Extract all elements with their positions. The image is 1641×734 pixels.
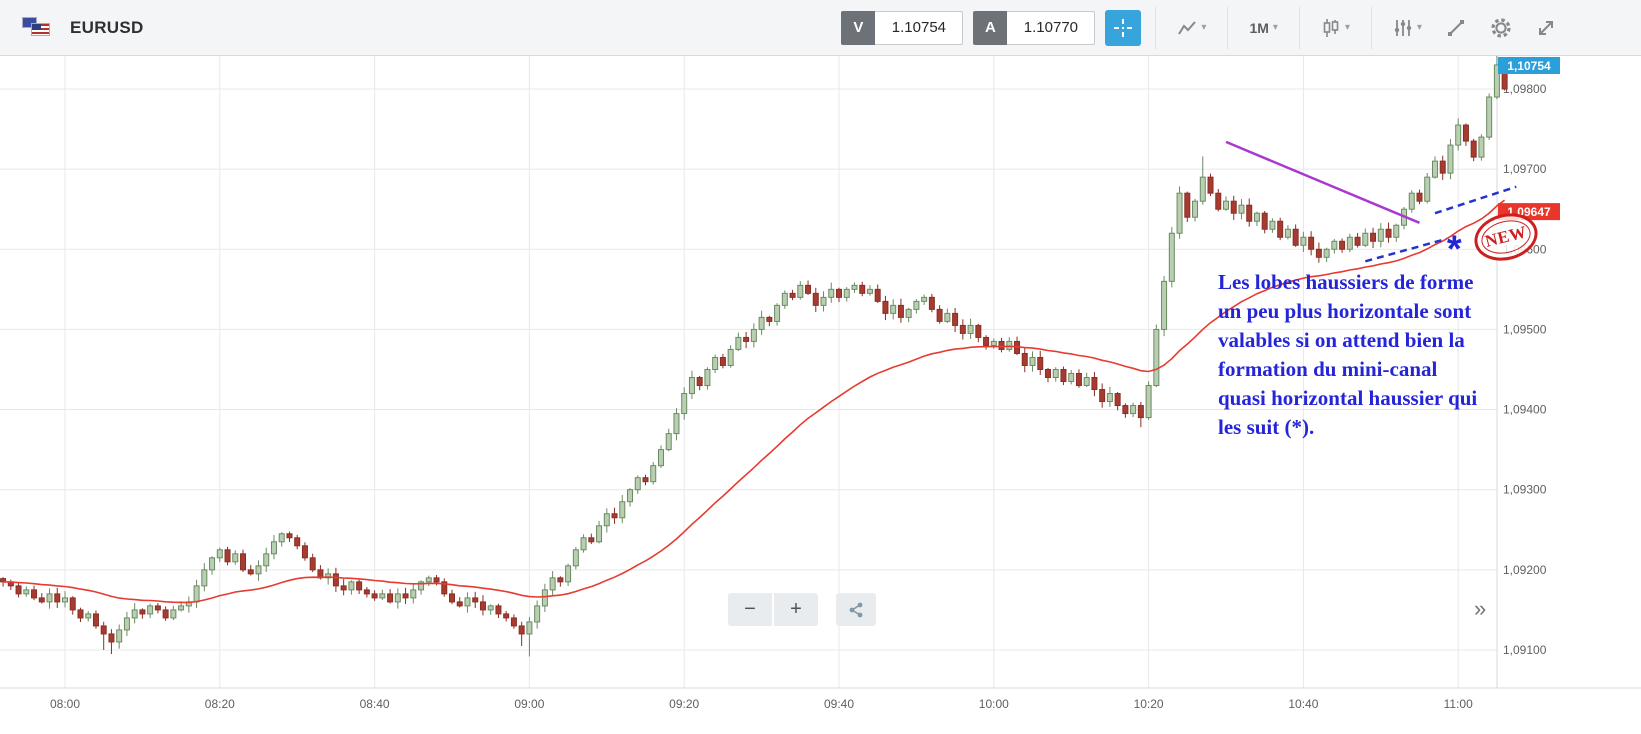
fullscreen-button[interactable]	[1529, 12, 1563, 44]
fullscreen-expand-icon	[1539, 20, 1553, 35]
svg-text:10:40: 10:40	[1288, 697, 1318, 711]
chevron-down-icon: ▾	[1416, 22, 1422, 33]
sell-price: 1.10754	[875, 10, 964, 45]
trendline-tool-icon	[1448, 19, 1464, 36]
zoom-in-button[interactable]: +	[774, 593, 818, 626]
chevron-down-icon: ▾	[1201, 22, 1207, 33]
svg-text:1,09500: 1,09500	[1503, 322, 1547, 336]
gear-icon	[1491, 17, 1511, 38]
svg-text:09:20: 09:20	[669, 697, 699, 711]
toolbar-divider	[1298, 6, 1300, 49]
settings-button[interactable]	[1483, 11, 1519, 45]
annotation-note-line: les suit (*).	[1218, 415, 1315, 439]
crosshair-button[interactable]	[1105, 9, 1142, 46]
svg-text:08:40: 08:40	[360, 697, 390, 711]
annotation-note: Les lobes haussiers de forme un peu plus …	[1218, 268, 1477, 442]
chevron-down-icon: ▾	[1272, 22, 1278, 33]
buy-quote-button[interactable]: A 1.10770	[973, 10, 1096, 45]
crosshair-icon	[1114, 18, 1133, 37]
sell-label: V	[841, 10, 876, 45]
annotation-note-line: un peu plus horizontale sont	[1218, 299, 1472, 323]
svg-text:1,09200: 1,09200	[1503, 563, 1547, 577]
svg-text:10:00: 10:00	[979, 697, 1009, 711]
sell-quote-button[interactable]: V 1.10754	[841, 10, 964, 45]
svg-text:08:20: 08:20	[205, 697, 235, 711]
timeframe-dropdown[interactable]: 1M ▾	[1242, 14, 1284, 42]
annotation-note-line: quasi horizontal haussier qui	[1218, 386, 1478, 410]
svg-text:10:20: 10:20	[1134, 697, 1164, 711]
svg-text:*: *	[1447, 228, 1462, 270]
chart-toolbar: EURUSD V 1.10754 A 1.10770	[0, 0, 1641, 56]
eu-flag-icon	[22, 16, 37, 28]
share-icon	[849, 602, 863, 617]
chart-type-icon	[1178, 20, 1197, 35]
chevron-down-icon: ▾	[1344, 22, 1350, 33]
annotation-note-line: Les lobes haussiers de forme	[1218, 270, 1474, 294]
chart-type-dropdown[interactable]: ▾	[1170, 13, 1213, 43]
buy-label: A	[973, 10, 1008, 45]
svg-text:09:00: 09:00	[514, 697, 544, 711]
chart-canvas[interactable]: 1,098001,097001,096001,095001,094001,093…	[0, 56, 1641, 734]
svg-text:1,09700: 1,09700	[1503, 162, 1547, 176]
candlestick-icon	[1323, 18, 1339, 37]
timeframe-label: 1M	[1249, 19, 1269, 36]
annotation-note-line: valables si on attend bien la	[1218, 328, 1465, 352]
pair-flags-icon	[22, 15, 58, 41]
price-axis[interactable]	[1497, 56, 1641, 688]
drawing-tools-button[interactable]	[1439, 12, 1473, 44]
svg-text:1,09100: 1,09100	[1503, 643, 1547, 657]
svg-text:1,10754: 1,10754	[1507, 59, 1551, 73]
svg-text:1,09300: 1,09300	[1503, 483, 1547, 497]
toolbar-divider	[1155, 6, 1157, 49]
symbol-title: EURUSD	[70, 17, 144, 37]
svg-text:1,09400: 1,09400	[1503, 403, 1547, 417]
buy-price: 1.10770	[1007, 10, 1096, 45]
toolbar-divider	[1227, 6, 1229, 49]
svg-text:11:00: 11:00	[1444, 697, 1473, 711]
zoom-out-button[interactable]: −	[728, 593, 772, 626]
svg-text:08:00: 08:00	[50, 697, 80, 711]
candle-style-dropdown[interactable]: ▾	[1314, 12, 1357, 44]
panel-expand-button[interactable]: »	[1474, 596, 1487, 621]
indicators-icon	[1394, 19, 1412, 36]
chart-area: 1,098001,097001,096001,095001,094001,093…	[0, 56, 1641, 734]
toolbar-divider	[1370, 6, 1372, 49]
annotation-note-line: formation du mini-canal	[1218, 357, 1438, 381]
svg-text:1,09800: 1,09800	[1503, 82, 1547, 96]
us-flag-icon	[31, 22, 50, 36]
time-axis[interactable]	[0, 688, 1497, 734]
indicators-button[interactable]: ▾	[1386, 12, 1429, 44]
zoom-controls: − +	[728, 593, 818, 626]
svg-text:09:40: 09:40	[824, 697, 854, 711]
share-button[interactable]	[836, 593, 876, 626]
